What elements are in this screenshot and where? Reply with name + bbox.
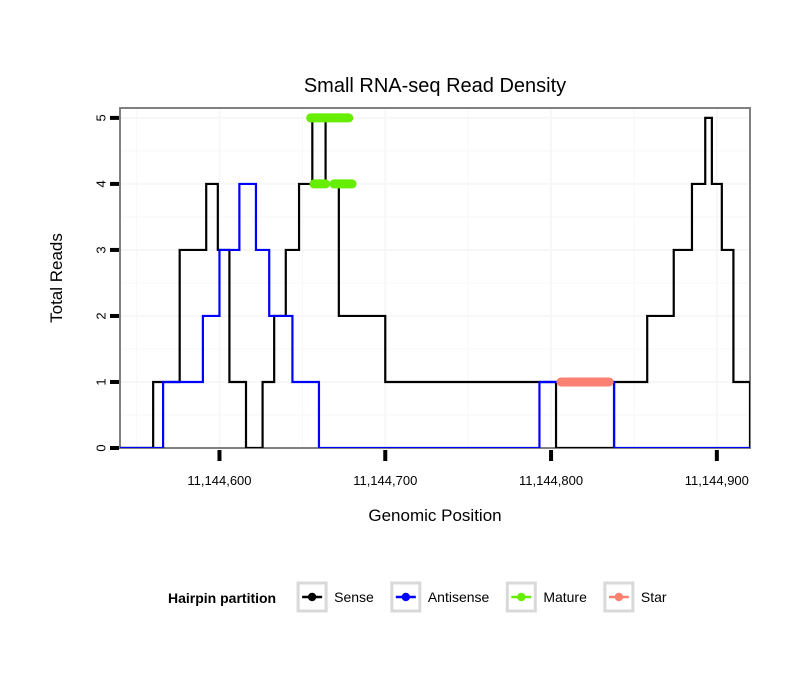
y-tick-label: 5 bbox=[93, 114, 108, 121]
x-axis: 11,144,600 11,144,700 11,144,800 11,144,900 bbox=[187, 450, 749, 488]
legend-items: Sense Antisense Mature Star bbox=[296, 581, 667, 613]
legend-item-antisense[interactable]: Antisense bbox=[390, 581, 490, 613]
legend-label: Antisense bbox=[428, 589, 490, 605]
legend-label: Sense bbox=[334, 589, 374, 605]
legend: Hairpin partition Sense Antisense Mature St… bbox=[168, 581, 667, 613]
legend-item-sense[interactable]: Sense bbox=[296, 581, 374, 613]
y-tick-label: 1 bbox=[93, 378, 108, 385]
x-tick-label: 11,144,600 bbox=[187, 473, 251, 488]
chart-title: Small RNA-seq Read Density bbox=[304, 75, 566, 97]
legend-key-dot bbox=[401, 592, 411, 602]
legend-label: Mature bbox=[543, 589, 587, 605]
y-tick-label: 0 bbox=[93, 444, 108, 451]
x-tick-label: 11,144,900 bbox=[685, 473, 749, 488]
legend-title: Hairpin partition bbox=[168, 590, 276, 606]
y-axis: 0 1 2 3 4 5 bbox=[93, 114, 119, 452]
y-axis-title: Total Reads bbox=[47, 233, 66, 323]
x-tick-label: 11,144,800 bbox=[519, 473, 583, 488]
legend-key-dot bbox=[614, 592, 624, 602]
legend-key-dot bbox=[517, 592, 526, 602]
x-tick-label: 11,144,700 bbox=[353, 473, 417, 488]
panel-background bbox=[120, 108, 750, 448]
legend-item-mature[interactable]: Mature bbox=[505, 581, 587, 613]
series-line-antisense bbox=[120, 182, 750, 448]
plot-panel bbox=[119, 107, 751, 449]
y-tick-label: 2 bbox=[93, 312, 108, 319]
legend-key-dot bbox=[307, 592, 317, 602]
legend-item-star[interactable]: Star bbox=[603, 581, 667, 613]
partition-annotations bbox=[306, 113, 614, 387]
y-tick-label: 4 bbox=[93, 180, 108, 187]
y-tick-label: 3 bbox=[93, 246, 108, 253]
x-axis-title: Genomic Position bbox=[368, 506, 501, 525]
legend-label: Star bbox=[641, 589, 667, 605]
